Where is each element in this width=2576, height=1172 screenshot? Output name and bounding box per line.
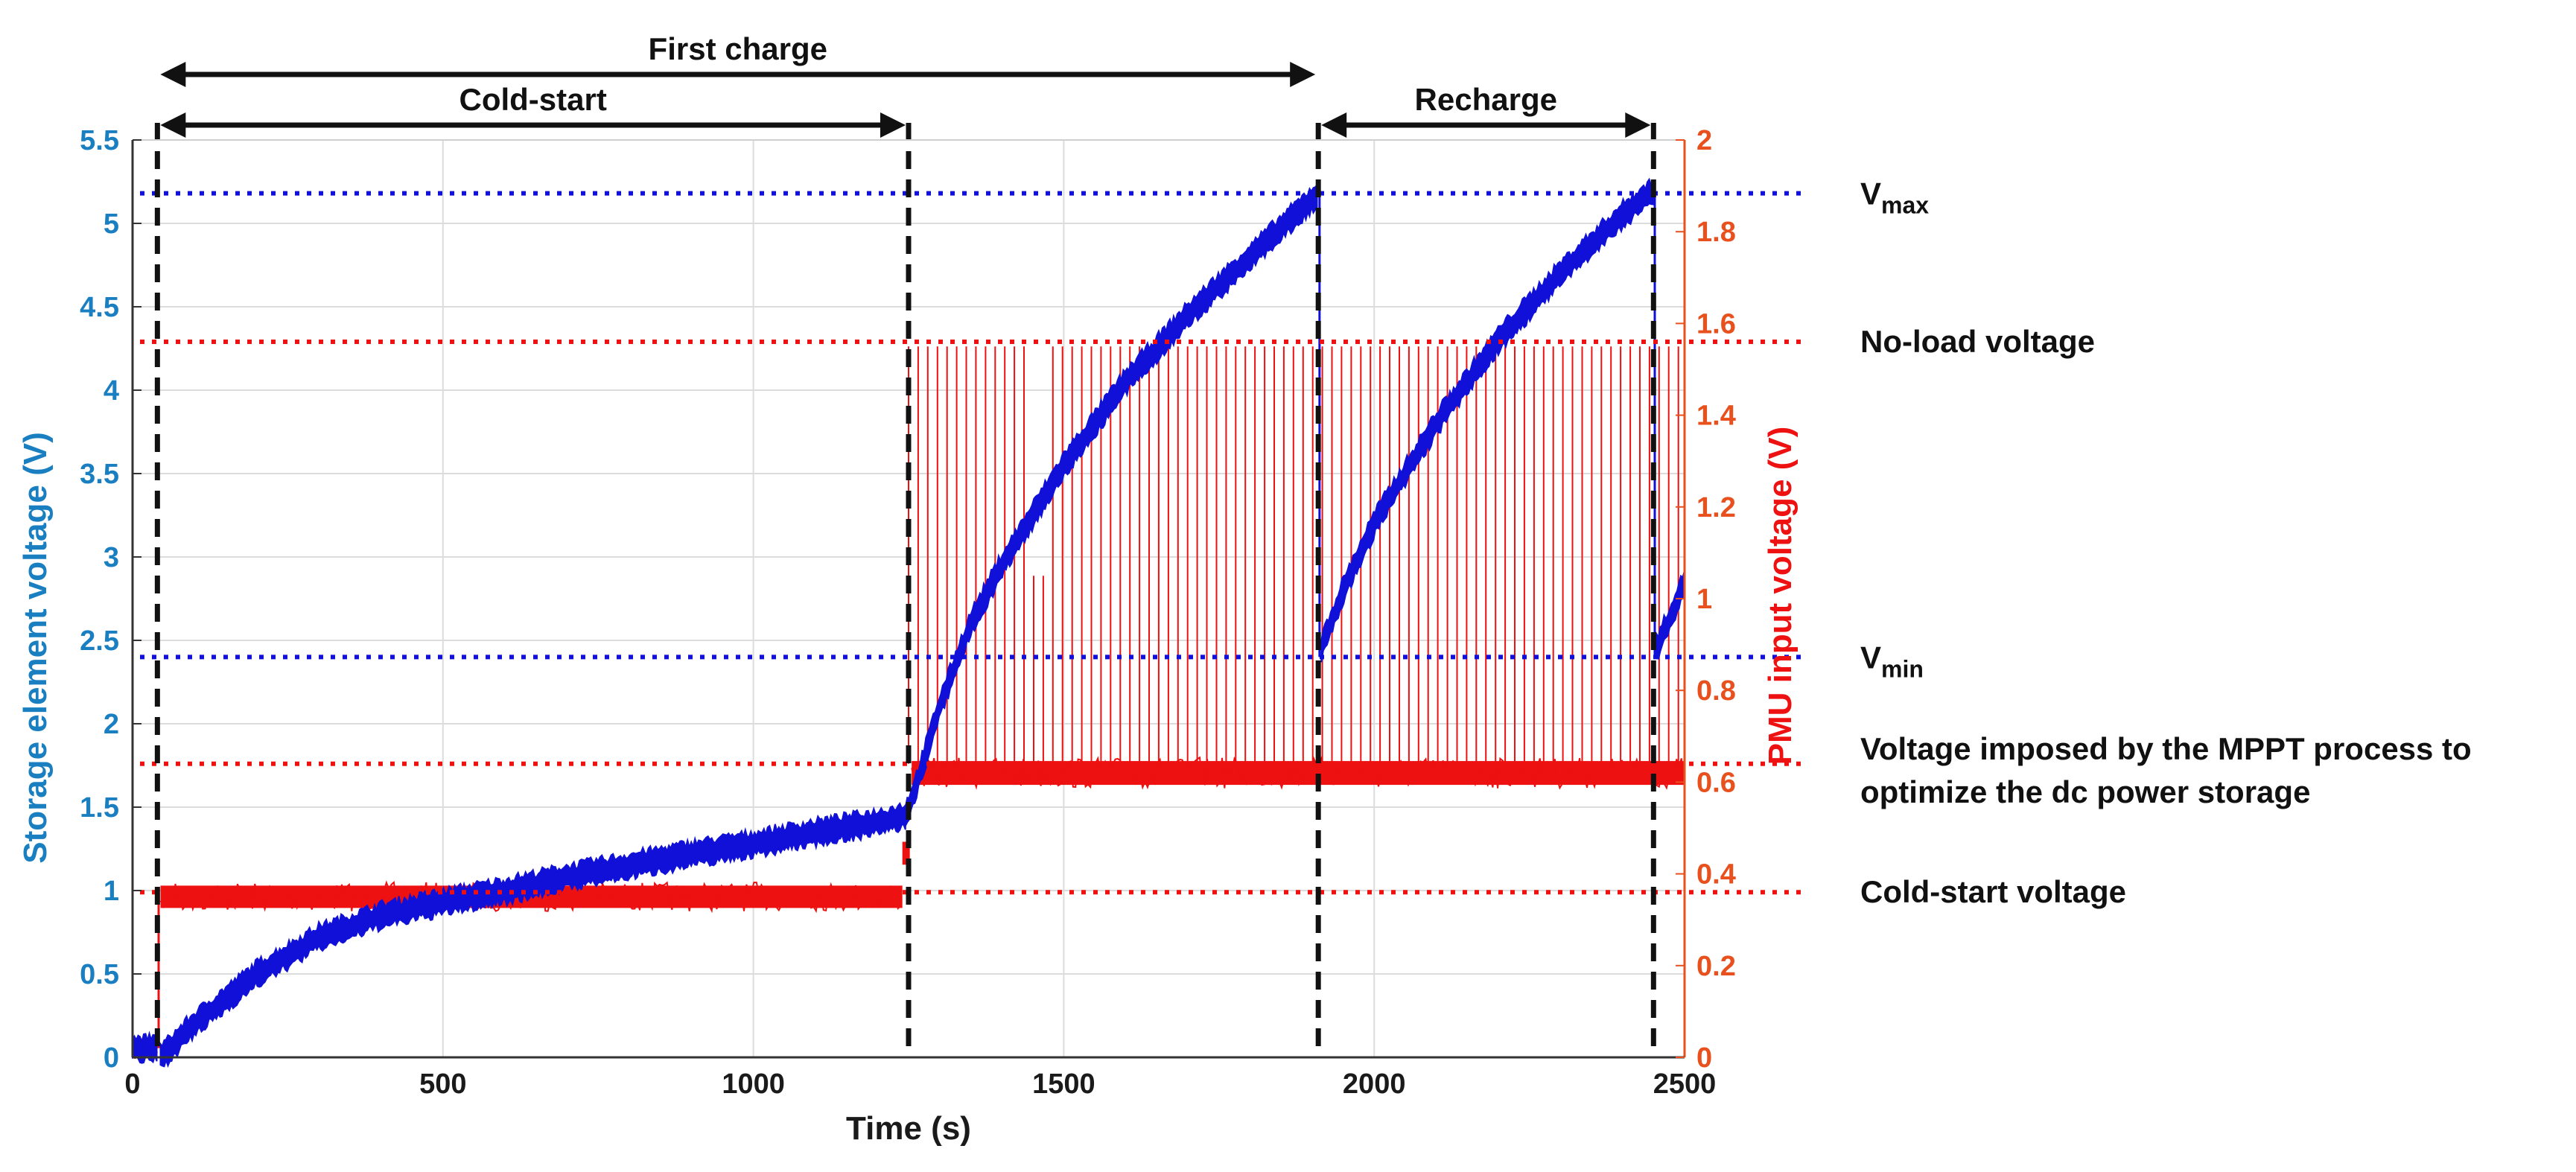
y-left-tick-label: 0.5 bbox=[80, 959, 119, 990]
blue-segment bbox=[1656, 570, 1685, 660]
span-arrows: First charge Cold-start Recharge bbox=[160, 31, 1651, 138]
y-right-tick-label: 1.8 bbox=[1696, 217, 1736, 248]
y-left-tick-label: 5.5 bbox=[80, 125, 119, 156]
y-right-tick-label: 1 bbox=[1696, 584, 1712, 615]
reference-label-main: V bbox=[1860, 176, 1881, 211]
y-left-tick-label: 2.5 bbox=[80, 625, 119, 657]
x-tick-label: 2500 bbox=[1653, 1069, 1717, 1100]
span-arrow-head-right bbox=[1290, 62, 1316, 87]
blue-segment bbox=[159, 802, 906, 1069]
tick-labels: 0 500 1000 1500 2000 250000.511.522.533.544.5… bbox=[80, 125, 1736, 1100]
reference-label: No-load voltage bbox=[1860, 324, 2095, 359]
x-tick-label: 1000 bbox=[722, 1069, 785, 1100]
x-tick-label: 1500 bbox=[1032, 1069, 1095, 1100]
span-arrow-head-right bbox=[880, 112, 906, 138]
y-left-tick-label: 5 bbox=[104, 208, 119, 240]
span-label: Cold-start bbox=[459, 82, 607, 117]
span-label: Recharge bbox=[1415, 82, 1557, 117]
vertical-markers bbox=[154, 123, 1656, 1057]
x-tick-label: 2000 bbox=[1343, 1069, 1406, 1100]
y-right-tick-label: 1.2 bbox=[1696, 492, 1736, 523]
y-left-tick-label: 1 bbox=[104, 876, 119, 907]
y-right-axis-label: PMU input voltage (V) bbox=[1762, 427, 1799, 765]
red-mppt-spikes bbox=[908, 346, 1679, 764]
span-arrow-head-left bbox=[160, 62, 186, 87]
reference-label-line1: Voltage imposed by the MPPT process to bbox=[1860, 731, 2472, 766]
reference-lines: Vmax No-load voltage Vmin Voltage imposed b… bbox=[140, 176, 2472, 909]
red-transition-mark bbox=[902, 841, 910, 865]
y-left-tick-label: 1.5 bbox=[80, 792, 119, 824]
y-right-tick-label: 2 bbox=[1696, 125, 1712, 156]
x-tick-label: 0 bbox=[124, 1069, 140, 1100]
y-right-tick-label: 0.4 bbox=[1696, 859, 1736, 891]
y-left-tick-label: 2 bbox=[104, 709, 119, 740]
span-arrow-head-right bbox=[1625, 112, 1651, 138]
y-right-tick-label: 0.6 bbox=[1696, 767, 1736, 798]
x-axis-label: Time (s) bbox=[846, 1110, 971, 1147]
span-arrow-head-left bbox=[160, 112, 186, 138]
y-left-tick-label: 3.5 bbox=[80, 459, 119, 490]
y-left-axis-label: Storage element voltage (V) bbox=[17, 432, 54, 863]
y-right-tick-label: 0.8 bbox=[1696, 675, 1736, 707]
span-arrow-head-left bbox=[1321, 112, 1347, 138]
red-cold-start-band-noise bbox=[159, 880, 901, 914]
y-left-tick-label: 4 bbox=[104, 375, 119, 407]
blue-segment bbox=[1320, 177, 1654, 663]
axes bbox=[131, 139, 1686, 1059]
red-mppt-band-noise bbox=[911, 755, 1685, 790]
reference-label-sub: max bbox=[1881, 192, 1929, 219]
reference-label-sub: min bbox=[1881, 655, 1924, 682]
y-right-tick-label: 1.6 bbox=[1696, 308, 1736, 340]
y-left-tick-label: 3 bbox=[104, 542, 119, 573]
reference-label-main: V bbox=[1860, 640, 1881, 675]
reference-label: Vmax bbox=[1860, 176, 1929, 219]
x-tick-label: 500 bbox=[419, 1069, 466, 1100]
y-right-tick-label: 0.2 bbox=[1696, 951, 1736, 982]
y-left-tick-label: 0 bbox=[104, 1042, 119, 1074]
y-left-tick-label: 4.5 bbox=[80, 292, 119, 323]
blue-segment bbox=[132, 1031, 158, 1064]
y-right-tick-label: 0 bbox=[1696, 1042, 1712, 1074]
reference-label: Vmin bbox=[1860, 640, 1924, 682]
reference-label: Cold-start voltage bbox=[1860, 874, 2126, 909]
span-label: First charge bbox=[649, 31, 827, 66]
y-right-tick-label: 1.4 bbox=[1696, 401, 1736, 432]
reference-label-line2: optimize the dc power storage bbox=[1860, 774, 2310, 809]
blue-segment bbox=[904, 183, 1318, 827]
